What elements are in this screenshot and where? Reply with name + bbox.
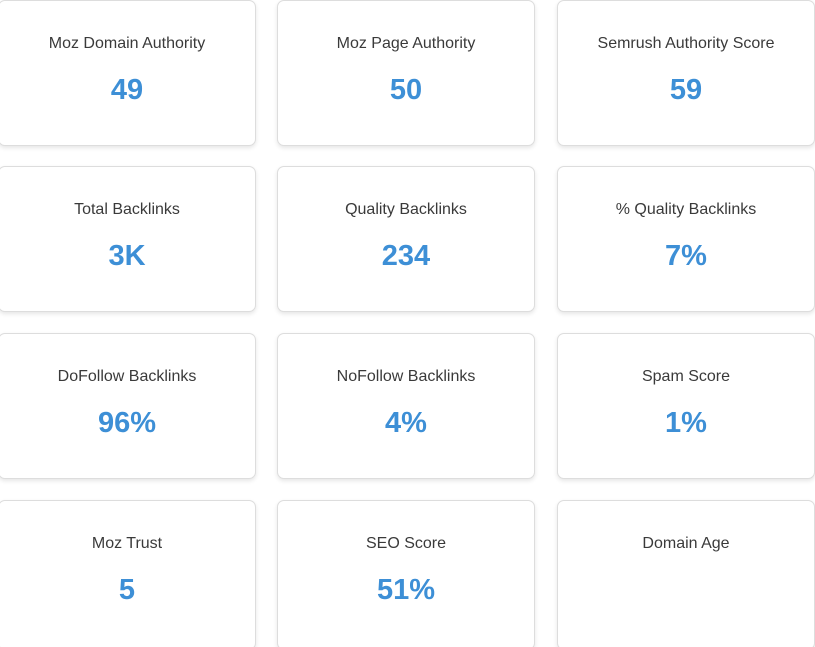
metric-label: Moz Trust [91, 535, 163, 552]
metric-card-nofollow-backlinks: NoFollow Backlinks 4% [277, 333, 535, 479]
metric-card-seo-score: SEO Score 51% [277, 500, 535, 647]
metric-label: SEO Score [365, 535, 447, 552]
metric-value: 4% [385, 407, 427, 439]
metric-card-dofollow-backlinks: DoFollow Backlinks 96% [0, 333, 256, 479]
metric-value: 1% [665, 407, 707, 439]
metric-label: Spam Score [641, 368, 731, 385]
metric-card-total-backlinks: Total Backlinks 3K [0, 166, 256, 312]
metric-label: Moz Domain Authority [48, 35, 206, 52]
metric-label: % Quality Backlinks [615, 201, 757, 218]
metric-value: 7% [665, 240, 707, 272]
metric-card-moz-page-authority: Moz Page Authority 50 [277, 0, 535, 146]
metric-card-spam-score: Spam Score 1% [557, 333, 815, 479]
metric-value: 5 [118, 574, 136, 606]
metric-card-moz-domain-authority: Moz Domain Authority 49 [0, 0, 256, 146]
metric-value: 234 [381, 240, 431, 272]
metric-card-domain-age: Domain Age [557, 500, 815, 647]
metric-value: 49 [110, 74, 144, 106]
metric-value: 51% [376, 574, 436, 606]
metric-card-percent-quality-backlinks: % Quality Backlinks 7% [557, 166, 815, 312]
metric-value: 96% [97, 407, 157, 439]
metric-card-semrush-authority-score: Semrush Authority Score 59 [557, 0, 815, 146]
metric-label: NoFollow Backlinks [336, 368, 476, 385]
metric-card-quality-backlinks: Quality Backlinks 234 [277, 166, 535, 312]
metric-label: Total Backlinks [74, 201, 180, 218]
metric-label: Quality Backlinks [345, 201, 467, 218]
metric-label: Moz Page Authority [336, 35, 476, 52]
metric-value: 50 [389, 74, 423, 106]
metric-label: DoFollow Backlinks [57, 368, 197, 385]
metric-value: 59 [669, 74, 703, 106]
metric-label: Domain Age [642, 535, 730, 552]
metric-value: 3K [108, 240, 146, 272]
metric-label: Semrush Authority Score [597, 35, 775, 52]
metric-card-moz-trust: Moz Trust 5 [0, 500, 256, 647]
